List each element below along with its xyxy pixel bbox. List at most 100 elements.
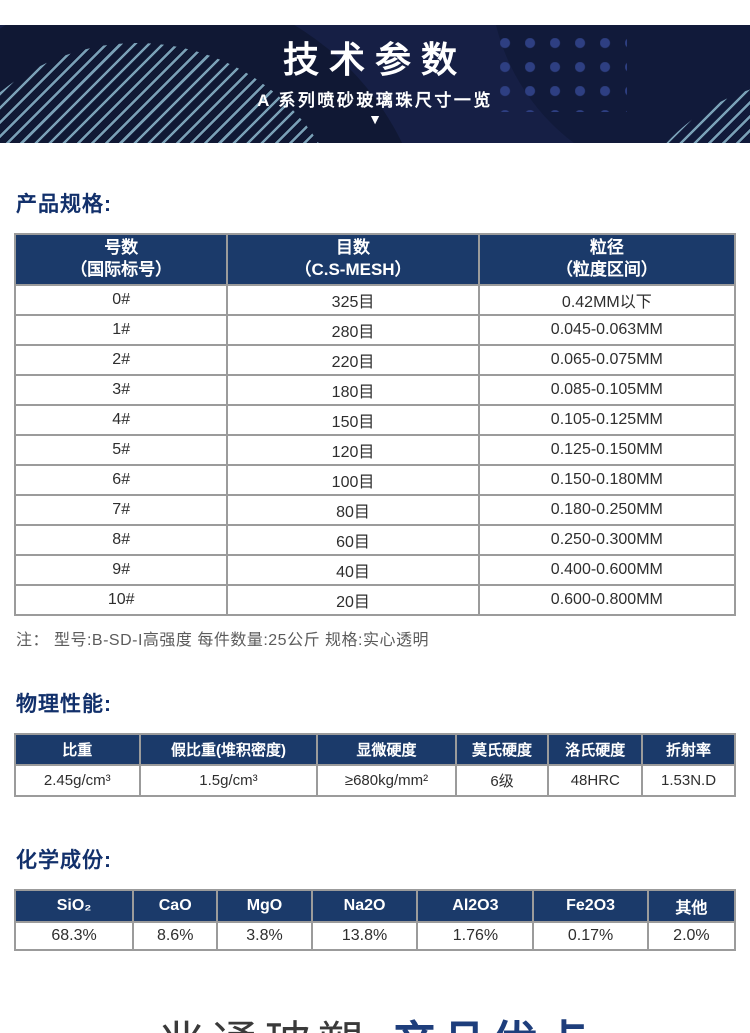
table-cell: 0.065-0.075MM <box>477 343 737 376</box>
table-cell: 1# <box>13 313 229 346</box>
chemical-header-row: SiO₂ CaO MgO Na2O Al2O3 Fe2O3 其他 <box>13 888 737 923</box>
physical-header-row: 比重 假比重(堆积密度) 显微硬度 莫氏硬度 洛氏硬度 折射率 <box>14 732 736 766</box>
col-header: SiO₂ <box>13 888 135 923</box>
table-row: 10# 20目 0.600-0.800MM <box>13 583 737 616</box>
col-header-line: 号数 <box>104 238 139 257</box>
table-cell: 7# <box>13 493 229 526</box>
dot-grid-decoration <box>500 38 627 112</box>
col-header: 假比重(堆积密度) <box>138 732 319 766</box>
table-cell: 0.105-0.125MM <box>477 403 737 436</box>
banner-subtitle: A 系列喷砂玻璃珠尺寸一览 <box>257 90 493 110</box>
table-cell: 280目 <box>226 313 480 346</box>
spec-table: 号数 （国际标号） 目数 （C.S-MESH） 粒径 （粒度区间） 0# 325目… <box>13 233 737 616</box>
table-cell: 9# <box>13 553 229 586</box>
col-header: MgO <box>216 888 313 923</box>
table-cell: 0.125-0.150MM <box>477 433 737 466</box>
table-cell: 8# <box>13 523 229 556</box>
table-row: 0# 325目 0.42MM以下 <box>13 283 737 316</box>
table-cell: 0.600-0.800MM <box>477 583 737 616</box>
table-cell: 2.0% <box>646 920 737 951</box>
footer-title: 产品优点 <box>391 1017 591 1033</box>
col-header-line: （粒度区间） <box>555 260 658 280</box>
col-header: 比重 <box>14 732 141 766</box>
table-cell: 4# <box>13 403 229 436</box>
col-header: 洛氏硬度 <box>547 732 644 766</box>
chemical-table: SiO₂ CaO MgO Na2O Al2O3 Fe2O3 其他 68.3% 8.6% 3.8%… <box>13 888 737 951</box>
table-row: 1# 280目 0.045-0.063MM <box>13 313 737 346</box>
table-cell: 0.085-0.105MM <box>477 373 737 406</box>
triangle-down-icon: ▼ <box>368 110 382 127</box>
banner-text: 技术参数 A 系列喷砂玻璃珠尺寸一览 ▼ <box>0 25 750 126</box>
table-row: 4# 150目 0.105-0.125MM <box>13 403 737 436</box>
table-cell: 5# <box>13 433 229 466</box>
table-cell: 6# <box>13 463 229 496</box>
col-header: Na2O <box>310 888 419 923</box>
table-cell: 150目 <box>226 403 480 436</box>
banner: 技术参数 A 系列喷砂玻璃珠尺寸一览 ▼ <box>0 25 750 143</box>
table-cell: 20目 <box>226 583 480 616</box>
content: 产品规格: 号数 （国际标号） 目数 （C.S-MESH） 粒径 （粒度区间） <box>0 143 750 1033</box>
col-header-line: （国际标号） <box>70 260 173 280</box>
table-cell: 180目 <box>226 373 480 406</box>
table-cell: 40目 <box>226 553 480 586</box>
table-cell: 2.45g/cm³ <box>14 763 141 797</box>
table-cell: 0.180-0.250MM <box>477 493 737 526</box>
spec-note: 注： 型号:B-SD-I高强度 每件数量:25公斤 规格:实心透明 <box>16 631 429 649</box>
col-header-size: 粒径 （粒度区间） <box>477 233 737 286</box>
table-cell: 13.8% <box>310 920 419 951</box>
footer: 兆通玻塑 产品优点 兆通玻璃珠产品优点 <box>14 1007 736 1033</box>
table-cell: 60目 <box>226 523 480 556</box>
section-heading-physical: 物理性能: <box>16 692 112 716</box>
col-header: CaO <box>132 888 219 923</box>
col-header-line: 目数 <box>336 238 371 257</box>
col-header: 其他 <box>646 888 737 923</box>
col-header-line: （C.S-MESH） <box>294 260 412 280</box>
table-cell: 3# <box>13 373 229 406</box>
col-header: 折射率 <box>641 732 736 766</box>
table-row: 2# 220目 0.065-0.075MM <box>13 343 737 376</box>
table-cell: 10# <box>13 583 229 616</box>
table-cell: 68.3% <box>13 920 135 951</box>
table-cell: 1.5g/cm³ <box>138 763 319 797</box>
table-cell: 3.8% <box>216 920 313 951</box>
table-cell: 0.17% <box>532 920 649 951</box>
table-cell: 220目 <box>226 343 480 376</box>
table-cell: 2# <box>13 343 229 376</box>
section-heading-spec: 产品规格: <box>16 193 112 216</box>
physical-table: 比重 假比重(堆积密度) 显微硬度 莫氏硬度 洛氏硬度 折射率 2.45g/cm³ 1.5g… <box>14 732 736 797</box>
table-row: 5# 120目 0.125-0.150MM <box>13 433 737 466</box>
spec-header-row: 号数 （国际标号） 目数 （C.S-MESH） 粒径 （粒度区间） <box>13 233 737 286</box>
table-cell: 1.53N.D <box>641 763 736 797</box>
table-cell: 6级 <box>454 763 550 797</box>
col-header-line: 粒径 <box>589 238 624 257</box>
table-cell: 48HRC <box>547 763 644 797</box>
table-cell: 0.150-0.180MM <box>477 463 737 496</box>
table-cell: ≥680kg/mm² <box>316 763 457 797</box>
table-cell: 0.045-0.063MM <box>477 313 737 346</box>
table-row: 9# 40目 0.400-0.600MM <box>13 553 737 586</box>
table-row: 3# 180目 0.085-0.105MM <box>13 373 737 406</box>
col-header: 莫氏硬度 <box>454 732 550 766</box>
table-cell: 80目 <box>226 493 480 526</box>
table-row: 6# 100目 0.150-0.180MM <box>13 463 737 496</box>
table-cell: 100目 <box>226 463 480 496</box>
table-cell: 8.6% <box>132 920 219 951</box>
brand-name: 兆通玻塑 <box>159 1017 371 1033</box>
table-cell: 0# <box>13 283 229 316</box>
table-row: 2.45g/cm³ 1.5g/cm³ ≥680kg/mm² 6级 48HRC 1.53N.… <box>14 763 736 797</box>
table-cell: 0.400-0.600MM <box>477 553 737 586</box>
section-heading-chemical: 化学成份: <box>16 848 112 872</box>
col-header-mesh: 目数 （C.S-MESH） <box>226 233 480 286</box>
col-header: 显微硬度 <box>316 732 457 766</box>
table-cell: 1.76% <box>416 920 535 951</box>
table-cell: 325目 <box>226 283 480 316</box>
table-cell: 0.250-0.300MM <box>477 523 737 556</box>
brand-line: 兆通玻塑 产品优点 <box>14 1007 736 1033</box>
table-row: 8# 60目 0.250-0.300MM <box>13 523 737 556</box>
banner-title: 技术参数 <box>282 39 467 80</box>
col-header: Fe2O3 <box>532 888 649 923</box>
table-row: 7# 80目 0.180-0.250MM <box>13 493 737 526</box>
table-cell: 0.42MM以下 <box>477 283 737 316</box>
col-header: Al2O3 <box>416 888 535 923</box>
